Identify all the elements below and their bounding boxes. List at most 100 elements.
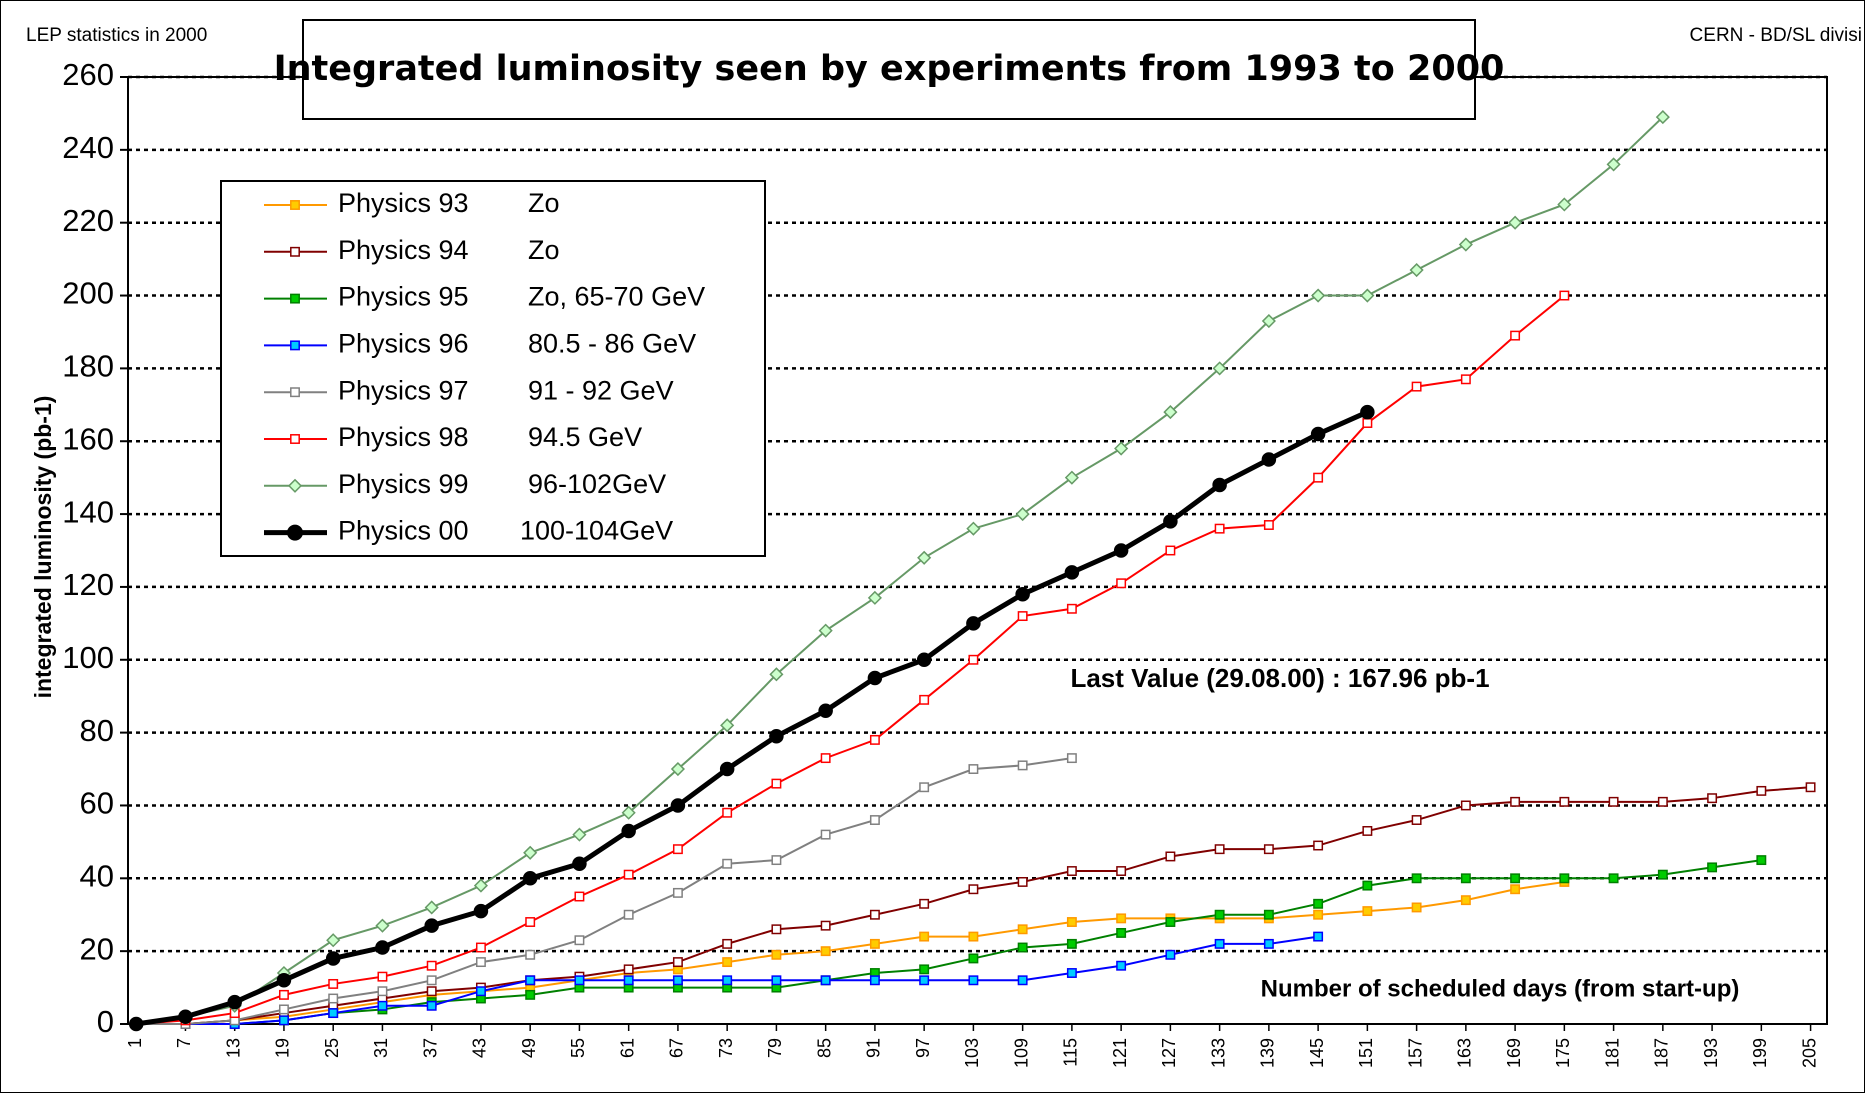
point [623, 975, 634, 986]
point [1017, 611, 1028, 622]
point [1310, 426, 1326, 442]
point [1657, 869, 1668, 880]
point [771, 778, 782, 789]
legend-box [220, 180, 766, 557]
point [276, 973, 292, 988]
point [1559, 290, 1570, 301]
point [326, 933, 341, 948]
x-tick-label: 199 [1750, 1038, 1770, 1068]
point [1362, 826, 1373, 836]
point [1263, 909, 1274, 920]
y-tick-label: 40 [80, 858, 114, 893]
point [1212, 361, 1227, 376]
point [1263, 844, 1274, 855]
point [278, 989, 289, 1000]
point [1606, 157, 1621, 172]
point [375, 940, 390, 955]
point [475, 957, 486, 968]
y-tick-label: 20 [80, 931, 114, 966]
point [1559, 796, 1570, 807]
chart-title: Integrated luminosity seen by experiment… [274, 49, 1505, 89]
point [818, 623, 833, 638]
point [1017, 924, 1028, 935]
point [1510, 884, 1521, 895]
legend-energy: 80.5 - 86 GeV [528, 329, 696, 359]
point [968, 975, 979, 986]
point [1458, 237, 1473, 252]
point [424, 918, 439, 933]
point [1510, 796, 1521, 807]
point [1165, 917, 1176, 927]
point [1411, 815, 1422, 825]
point [525, 989, 536, 1000]
series-line [136, 757, 1073, 1025]
point [227, 994, 242, 1010]
y-tick-label: 200 [62, 276, 114, 311]
point [769, 729, 784, 744]
point [475, 942, 486, 953]
legend-label: Physics 99 [338, 469, 469, 499]
point [1313, 898, 1324, 909]
point [621, 823, 636, 839]
y-tick-label: 260 [62, 57, 114, 92]
x-tick-label: 169 [1504, 1038, 1524, 1068]
point [1212, 477, 1227, 493]
point [919, 898, 930, 909]
point [919, 975, 930, 986]
point [820, 975, 831, 986]
point [968, 764, 979, 774]
legend-label: Physics 00 [338, 516, 469, 546]
point [769, 667, 784, 682]
point [722, 957, 733, 968]
point [1360, 288, 1375, 303]
point [1116, 866, 1127, 876]
point [820, 753, 831, 764]
legend-label: Physics 95 [338, 282, 469, 312]
x-tick-label: 67 [667, 1038, 687, 1058]
legend-energy: 91 - 92 GeV [528, 375, 674, 405]
point [720, 718, 735, 733]
x-tick-label: 139 [1258, 1038, 1278, 1068]
point [621, 805, 636, 820]
y-tick-label: 60 [80, 786, 114, 821]
point [1163, 514, 1178, 529]
point [1066, 968, 1077, 978]
point [424, 900, 439, 915]
legend-label: Physics 97 [338, 375, 469, 405]
x-tick-label: 175 [1553, 1038, 1573, 1068]
point [1805, 782, 1816, 793]
y-tick-label: 240 [62, 130, 114, 165]
point [867, 670, 883, 686]
point [623, 909, 634, 920]
x-tick-label: 73 [716, 1038, 736, 1058]
point [771, 975, 782, 986]
point [426, 975, 437, 986]
legend-marker [287, 478, 303, 493]
point [1313, 840, 1324, 851]
legend-label: Physics 94 [338, 235, 469, 265]
point [869, 815, 880, 825]
point [1163, 405, 1178, 420]
legend-label: Physics 96 [338, 329, 469, 359]
point [771, 924, 782, 935]
point [1362, 418, 1373, 428]
point [771, 855, 782, 866]
x-tick-label: 1 [125, 1038, 145, 1048]
point [968, 931, 979, 942]
point [473, 878, 488, 893]
point [1362, 880, 1373, 891]
y-tick-label: 120 [62, 567, 114, 602]
legend-marker [290, 340, 300, 351]
title-box [302, 19, 1476, 120]
x-tick-label: 163 [1455, 1038, 1475, 1068]
x-tick-label: 37 [420, 1038, 440, 1058]
point [328, 1008, 339, 1019]
legend-marker [290, 434, 300, 444]
legend-marker [290, 200, 300, 210]
point [426, 986, 437, 997]
x-tick-label: 97 [913, 1038, 933, 1058]
point [623, 964, 634, 975]
point [1559, 873, 1570, 884]
